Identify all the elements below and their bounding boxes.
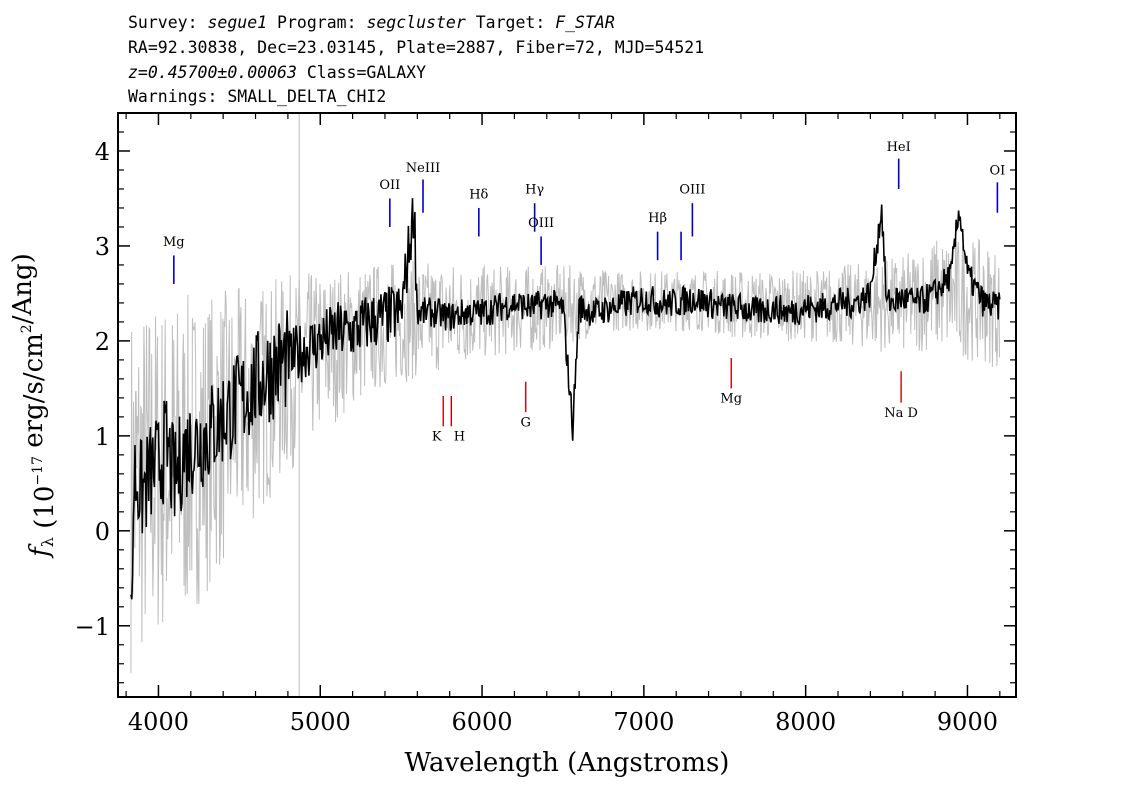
target-value: F_STAR — [555, 13, 615, 32]
error-band-trace — [130, 238, 1000, 674]
program-label: Program: — [267, 13, 367, 32]
y-axis-label-part: (10 — [30, 486, 60, 538]
line-marker-label: K — [432, 430, 442, 445]
line-marker-layer: Mg OII NeIII Hδ Hγ OIII Hβ OIII HeI OI K H G Mg Na D — [163, 140, 1005, 445]
y-tick-label: 1 — [95, 423, 110, 451]
line-marker-label: HeI — [887, 140, 911, 155]
y-axis-label-part: 2 — [19, 324, 35, 333]
survey-value: segue1 — [207, 13, 268, 32]
line-marker-label: Mg — [163, 235, 185, 250]
redshift-value: z=0.45700±0.00063 — [128, 63, 297, 82]
line-marker-label: OIII — [679, 183, 705, 198]
header-line-survey: Survey: segue1 Program: segcluster Targe… — [128, 13, 615, 33]
line-marker-label: Hγ — [525, 183, 544, 198]
line-marker-label: H — [454, 430, 465, 445]
header-line-coords: RA=92.30838, Dec=23.03145, Plate=2887, F… — [128, 38, 705, 57]
line-marker-label: Hβ — [648, 211, 667, 226]
x-tick-label: 5000 — [290, 708, 351, 736]
y-tick-label: 3 — [95, 233, 110, 261]
y-axis-label-part: λ — [38, 537, 57, 547]
line-marker-label: Hδ — [469, 187, 488, 202]
y-axis-label-part: erg/s/cm — [19, 333, 49, 456]
y-tick-label: 0 — [95, 518, 110, 546]
error-band-layer — [130, 113, 1000, 697]
y-tick-label: −1 — [75, 613, 110, 641]
x-tick-label: 7000 — [613, 708, 674, 736]
y-axis-label-part: −17 — [30, 456, 46, 486]
x-tick-label: 9000 — [937, 708, 998, 736]
line-marker-label: OI — [989, 164, 1005, 179]
target-label: Target: — [465, 13, 556, 32]
y-axis-label-part: /Ang) — [8, 253, 38, 324]
y-tick-label: 2 — [95, 328, 110, 356]
line-marker-label: G — [521, 415, 531, 430]
axis-ticks: 4000 5000 6000 7000 8000 9000 −1 0 1 2 3 4 — [75, 113, 1016, 736]
y-tick-label: 4 — [95, 138, 110, 166]
flux-line — [130, 198, 1001, 600]
line-marker-label: NeIII — [406, 161, 440, 176]
x-tick-label: 6000 — [452, 708, 513, 736]
line-marker-label: OIII — [528, 216, 554, 231]
x-tick-label: 4000 — [128, 708, 189, 736]
program-value: segcluster — [366, 13, 466, 32]
plot-frame — [117, 112, 1017, 698]
flux-layer — [130, 198, 1001, 600]
x-tick-label: 8000 — [775, 708, 836, 736]
survey-label: Survey: — [128, 13, 208, 32]
line-marker-label: Na D — [884, 406, 918, 421]
class-value: Class=GALAXY — [296, 63, 427, 82]
header-line-warnings: Warnings: SMALL_DELTA_CHI2 — [128, 87, 387, 106]
line-marker-label: OII — [379, 178, 400, 193]
x-axis-label: Wavelength (Angstroms) — [405, 748, 730, 778]
line-marker-label: Mg — [720, 392, 742, 407]
header-line-redshift: z=0.45700±0.00063 Class=GALAXY — [128, 63, 426, 83]
y-axis-label: fλ (10−17 erg/s/cm2/Ang) — [8, 253, 60, 559]
